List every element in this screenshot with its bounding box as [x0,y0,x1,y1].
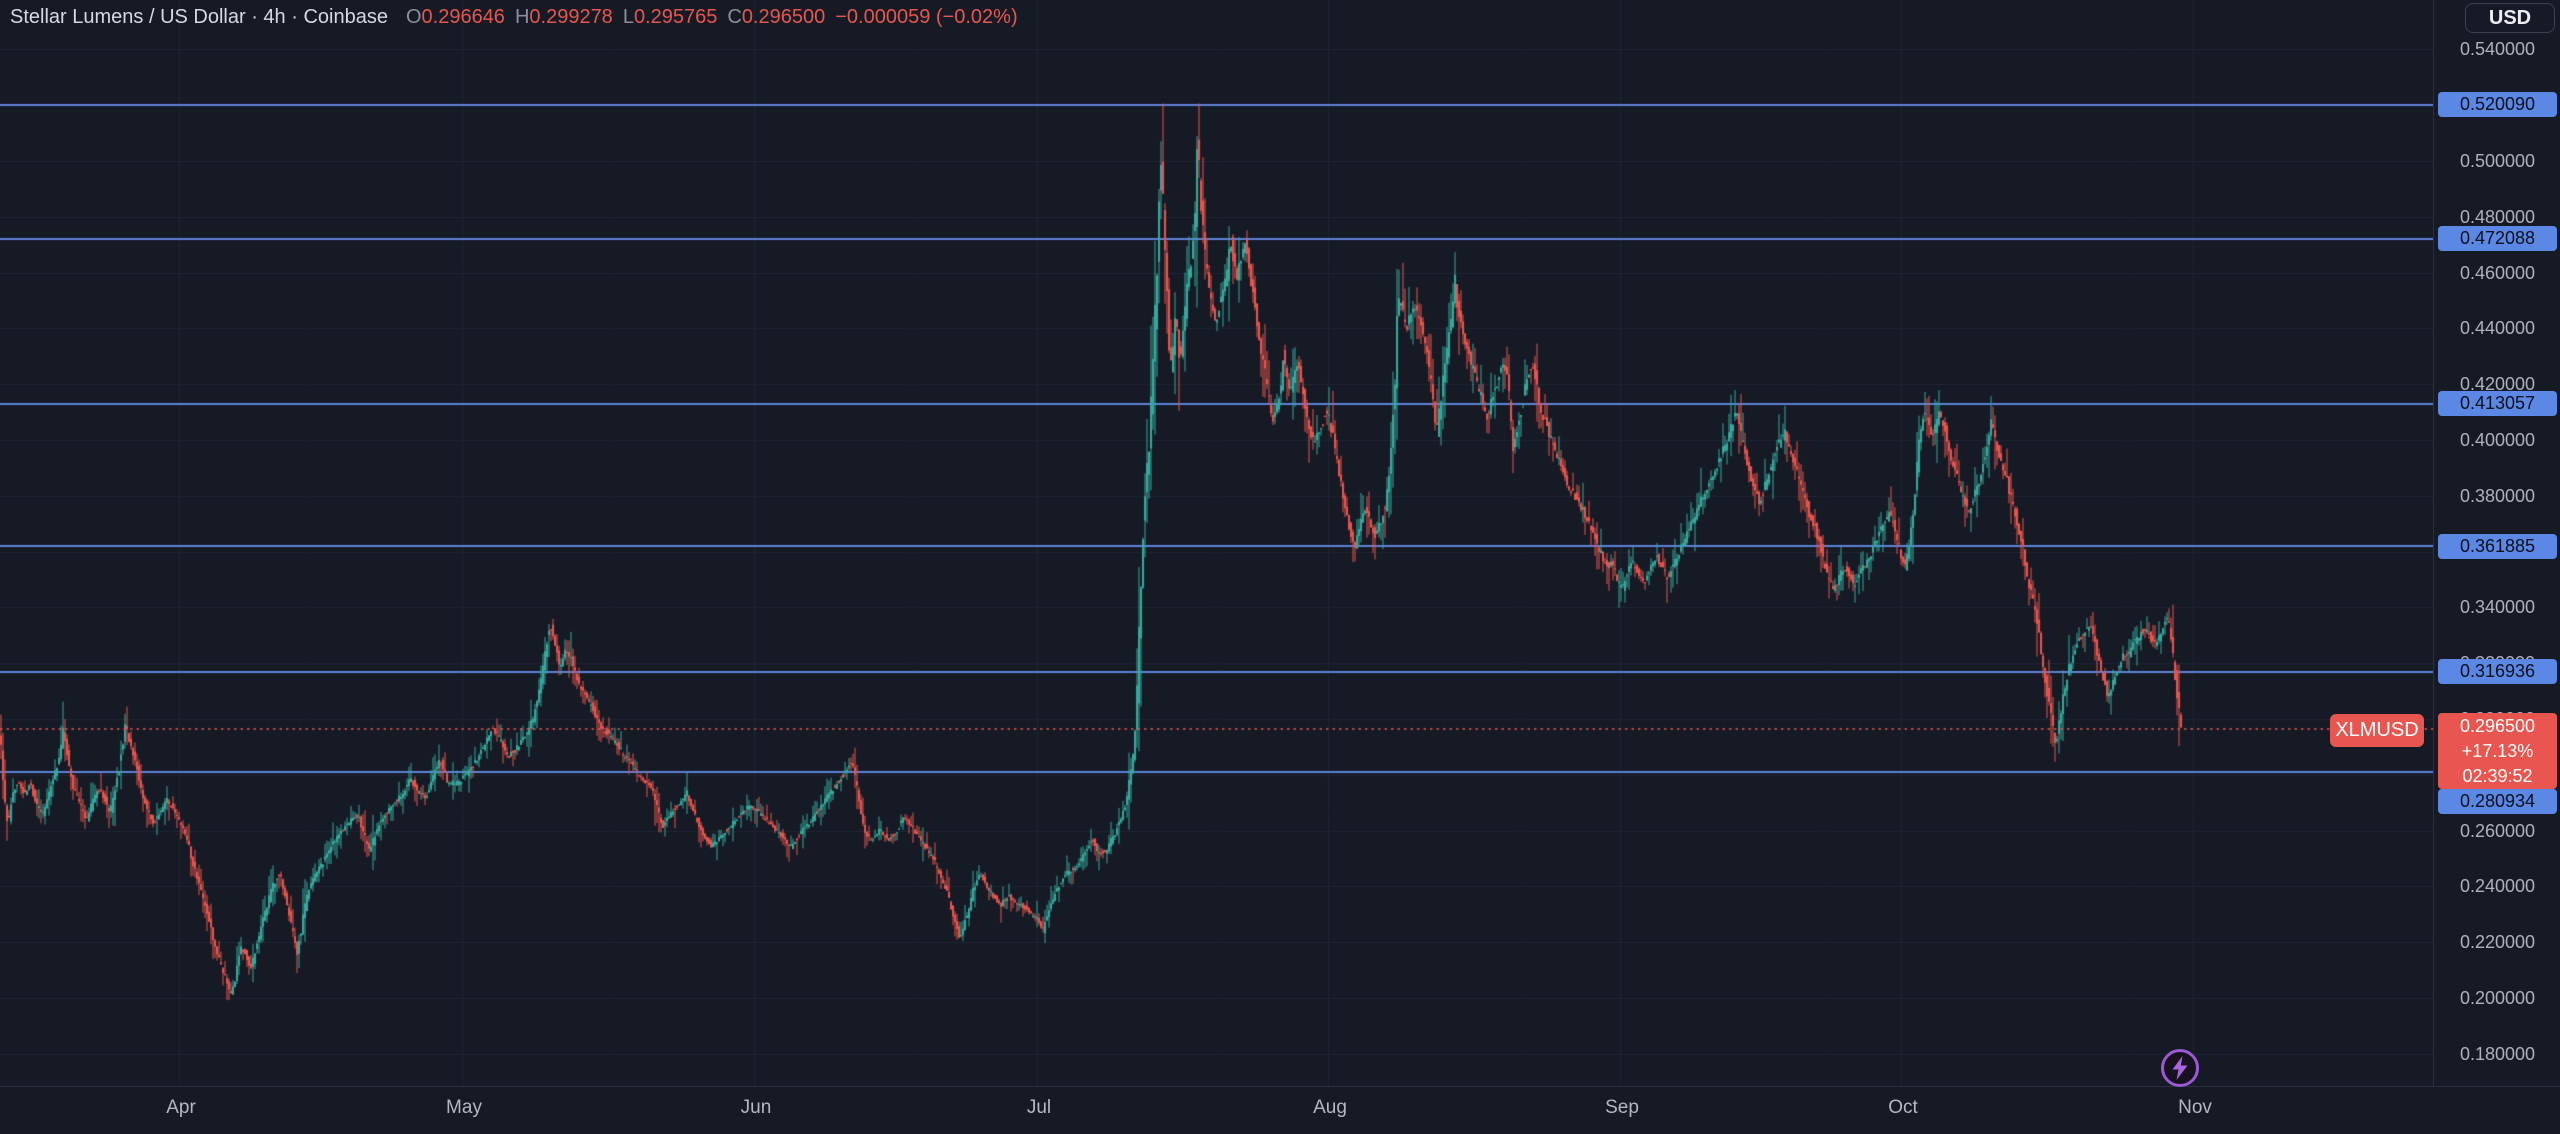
level-price-chip: 0.520090 [2438,92,2557,118]
price-tick-label: 0.200000 [2459,988,2536,1009]
price-tick-label: 0.240000 [2459,876,2536,897]
price-tick-label: 0.500000 [2459,151,2536,171]
price-tick-label: 0.540000 [2459,39,2536,60]
currency-toggle-button[interactable]: USD [2465,3,2555,33]
price-tick-label: 0.440000 [2459,318,2536,339]
price-tick-label: 0.460000 [2459,262,2536,283]
price-tick-label: 0.420000 [2459,374,2536,395]
price-tick-label: 0.480000 [2459,206,2536,227]
chart-legend[interactable]: Stellar Lumens / US Dollar · 4h · Coinba… [10,4,1018,30]
change-value: −0.000059 (−0.02%) [835,5,1018,28]
price-axis[interactable]: 0.180000 0.200000 0.220000 0.240000 0.260000… [2433,0,2560,1086]
level-price-chip: 0.472088 [2438,226,2557,252]
level-price-chip: 0.361885 [2438,533,2557,559]
price-line-symbol-tag[interactable]: XLMUSD [2330,714,2424,747]
lightning-bolt-icon [2172,1056,2188,1080]
month-label: Jul [1026,1097,1052,1118]
symbol-title: Stellar Lumens / US Dollar · 4h · Coinba… [10,5,388,28]
price-tick-label: 0.400000 [2459,430,2536,451]
level-price-chip: 0.280934 [2438,788,2557,814]
high-value: 0.299278 [529,5,613,28]
price-tick-label: 0.180000 [2459,1043,2536,1064]
month-label: Nov [2178,1097,2212,1118]
current-price-chip: 0.296500 +17.13% 02:39:52 [2438,713,2557,789]
quick-trade-button[interactable] [2161,1049,2199,1087]
month-label: Apr [166,1097,196,1118]
current-price-percent: +17.13% [2461,740,2534,761]
price-tick-label: 0.260000 [2459,820,2536,841]
low-label: L [622,5,634,28]
time-axis[interactable]: Apr May Jun Jul Aug Sep Oct Nov [0,1086,2560,1134]
price-tick-label: 0.220000 [2459,932,2536,953]
close-value: 0.296500 [741,5,826,28]
level-price-chip: 0.316936 [2438,659,2557,685]
open-label: O [405,5,422,28]
month-label: Sep [1605,1097,1639,1118]
current-price-value: 0.296500 [2459,715,2536,736]
level-price-chip: 0.413057 [2438,391,2557,417]
candlestick-chart-canvas[interactable] [0,0,2433,1086]
low-value: 0.295765 [633,5,718,28]
close-label: C [727,5,742,28]
price-tick-label: 0.340000 [2459,597,2536,618]
month-label: Aug [1313,1097,1347,1118]
price-tick-label: 0.380000 [2459,485,2536,506]
month-label: Jun [740,1097,772,1118]
open-value: 0.296646 [421,5,505,28]
high-label: H [514,5,530,28]
month-label: May [446,1097,482,1118]
bar-countdown: 02:39:52 [2462,765,2533,786]
month-label: Oct [1888,1097,1918,1118]
